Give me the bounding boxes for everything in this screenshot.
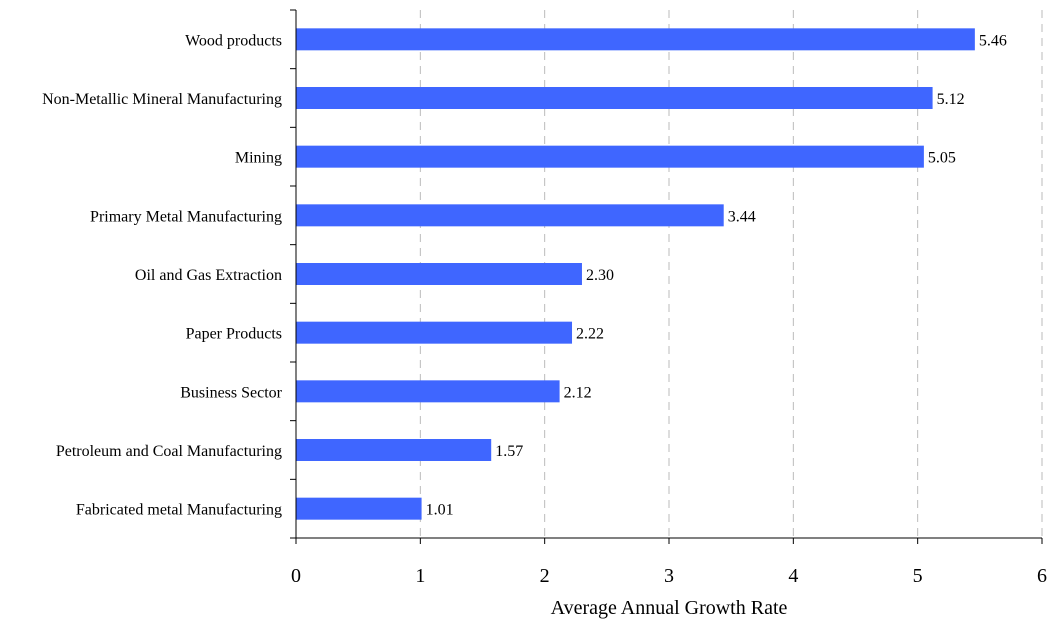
bars [296, 28, 975, 520]
data-label: 5.46 [979, 32, 1007, 49]
x-tick-label: 2 [540, 565, 550, 587]
category-label: Non-Metallic Mineral Manufacturing [42, 91, 282, 108]
category-label: Business Sector [180, 384, 282, 401]
category-label: Paper Products [186, 326, 282, 343]
bar [296, 28, 975, 51]
x-tick-label: 0 [291, 565, 301, 587]
bar [296, 497, 422, 520]
x-axis-title: Average Annual Growth Rate [551, 597, 788, 619]
data-label: 2.12 [564, 384, 592, 401]
category-label: Mining [235, 150, 282, 167]
axes [290, 9, 1043, 544]
category-label: Primary Metal Manufacturing [90, 208, 282, 225]
bar [296, 145, 924, 168]
category-label: Petroleum and Coal Manufacturing [56, 443, 282, 460]
data-label: 2.30 [586, 267, 614, 284]
category-label: Fabricated metal Manufacturing [76, 502, 282, 519]
bar [296, 439, 492, 461]
data-label: 3.44 [728, 208, 756, 225]
data-label: 1.01 [426, 502, 454, 519]
x-tick-label: 6 [1037, 565, 1047, 587]
x-tick-label: 1 [415, 565, 425, 587]
data-label: 2.22 [576, 326, 604, 343]
x-tick-label: 3 [664, 565, 674, 587]
bar [296, 380, 560, 403]
category-label: Oil and Gas Extraction [135, 267, 282, 284]
bar [296, 204, 724, 227]
data-label: 5.12 [937, 91, 965, 108]
data-label: 1.57 [495, 443, 523, 460]
x-tick-label: 5 [913, 565, 923, 587]
data-label: 5.05 [928, 150, 956, 167]
bar [296, 321, 573, 344]
bar [296, 87, 933, 109]
bar [296, 263, 582, 285]
category-label: Wood products [185, 32, 282, 49]
labels: 5.46 Wood products 5.12 Non-Metallic Minera… [42, 32, 1047, 587]
x-tick-label: 4 [788, 565, 798, 587]
